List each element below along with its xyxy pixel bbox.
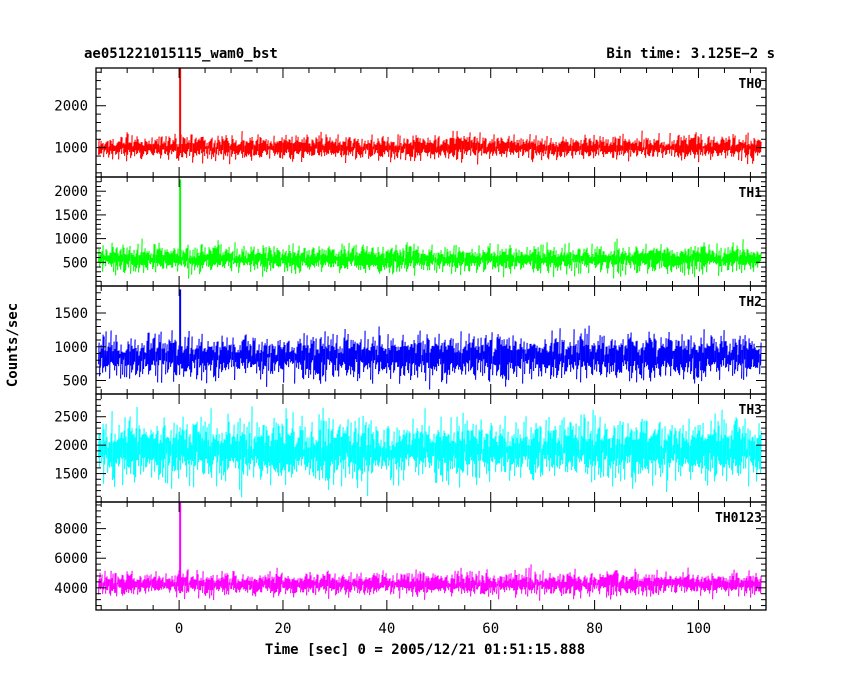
- panel-label-th0: TH0: [739, 77, 763, 92]
- y-tick-label: 500: [63, 374, 88, 390]
- y-tick-label: 2500: [54, 410, 88, 426]
- y-axis-label: Counts/sec: [5, 303, 21, 387]
- y-tick-label: 1500: [54, 467, 88, 483]
- panel-label-th1: TH1: [739, 186, 763, 201]
- series-th0123: [98, 564, 762, 601]
- panel-th1: 500 1000 1500 2000 TH1: [54, 176, 767, 287]
- chart-title-left: ae051221015115_wam0_bst: [84, 46, 278, 62]
- x-tick-label: 0: [175, 621, 183, 637]
- panel-frame: [95, 67, 767, 178]
- panel-label-th2: TH2: [739, 295, 762, 310]
- y-tick-label: 500: [63, 255, 88, 271]
- panel-th3: 1500 2000 2500 TH3: [54, 393, 767, 503]
- x-tick-label: 20: [275, 621, 292, 637]
- y-tick-label: 2000: [54, 184, 88, 200]
- panel-frame: [95, 176, 767, 287]
- x-tick-label: 40: [378, 621, 395, 637]
- panel-label-th3: TH3: [739, 403, 762, 418]
- y-tick-label: 2000: [54, 99, 88, 115]
- y-tick-label: 8000: [54, 522, 88, 538]
- series-th0: [98, 130, 762, 165]
- x-tick-label: 100: [686, 621, 711, 637]
- panels-group: 1000 2000 TH0 500 1000 1500 2000 TH1 500 1000 1500…: [54, 67, 767, 611]
- y-tick-label: 2000: [54, 438, 88, 454]
- x-axis-label: Time [sec] 0 = 2005/12/21 01:51:15.888: [265, 642, 585, 658]
- panel-label-th0123: TH0123: [715, 511, 762, 526]
- panel-th0123: 4000 6000 8000 TH0123: [54, 501, 767, 611]
- x-tick-label: 60: [482, 621, 499, 637]
- series-th3: [98, 406, 762, 498]
- y-tick-label: 1500: [54, 306, 88, 322]
- y-tick-label: 1000: [54, 141, 88, 157]
- y-tick-label: 1500: [54, 208, 88, 224]
- chart-title-right: Bin time: 3.125E−2 s: [606, 46, 775, 62]
- series-th2: [98, 325, 762, 390]
- y-tick-label: 4000: [54, 581, 88, 597]
- y-tick-label: 6000: [54, 551, 88, 567]
- panel-frame: [95, 501, 767, 611]
- x-tick-label: 80: [586, 621, 603, 637]
- y-tick-label: 1000: [54, 340, 88, 356]
- panel-th2: 500 1000 1500 TH2: [54, 285, 767, 395]
- y-tick-label: 1000: [54, 232, 88, 248]
- x-axis-ticks: 0 20 40 60 80 100: [175, 621, 711, 637]
- series-th1: [98, 238, 762, 279]
- panel-th0: 1000 2000 TH0: [54, 67, 767, 178]
